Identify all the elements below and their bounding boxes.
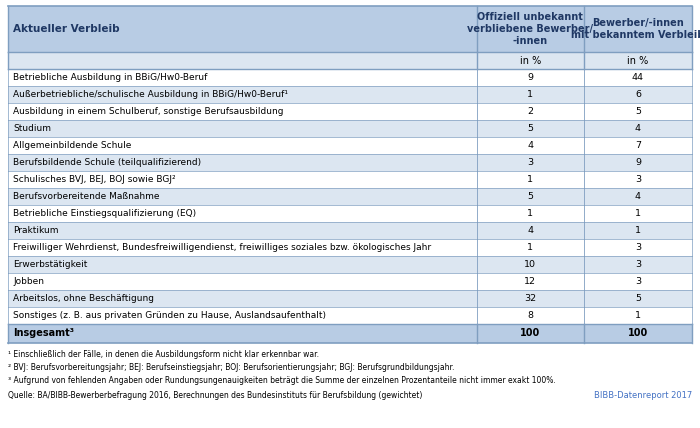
Bar bbox=[8, 324, 692, 343]
Text: 1: 1 bbox=[527, 209, 533, 218]
Bar bbox=[8, 154, 692, 171]
Text: Bewerber/-innen
mit bekanntem Verbleib: Bewerber/-innen mit bekanntem Verbleib bbox=[571, 18, 700, 40]
Text: 100: 100 bbox=[520, 329, 540, 339]
Text: Berufsvorbereitende Maßnahme: Berufsvorbereitende Maßnahme bbox=[13, 192, 160, 201]
Text: BIBB-Datenreport 2017: BIBB-Datenreport 2017 bbox=[594, 391, 692, 400]
Text: Quelle: BA/BIBB-Bewerberbefragung 2016, Berechnungen des Bundesinstituts für Ber: Quelle: BA/BIBB-Bewerberbefragung 2016, … bbox=[8, 391, 422, 400]
Text: 9: 9 bbox=[635, 158, 641, 167]
Text: Ausbildung in einem Schulberuf, sonstige Berufsausbildung: Ausbildung in einem Schulberuf, sonstige… bbox=[13, 107, 284, 116]
Bar bbox=[8, 256, 692, 273]
Text: 5: 5 bbox=[635, 107, 641, 116]
Text: ³ Aufgrund von fehlenden Angaben oder Rundungsungenauigkeiten beträgt die Summe : ³ Aufgrund von fehlenden Angaben oder Ru… bbox=[8, 376, 556, 385]
Text: Freiwilliger Wehrdienst, Bundesfreiwilligendienst, freiwilliges soziales bzw. ök: Freiwilliger Wehrdienst, Bundesfreiwilli… bbox=[13, 243, 431, 252]
Text: Allgemeinbildende Schule: Allgemeinbildende Schule bbox=[13, 141, 132, 150]
Text: 3: 3 bbox=[635, 243, 641, 252]
Text: 1: 1 bbox=[527, 90, 533, 99]
Text: 3: 3 bbox=[635, 260, 641, 269]
Text: 5: 5 bbox=[527, 124, 533, 133]
Bar bbox=[8, 52, 692, 69]
Text: 3: 3 bbox=[635, 277, 641, 286]
Text: 7: 7 bbox=[635, 141, 641, 150]
Text: in %: in % bbox=[519, 56, 541, 65]
Bar bbox=[8, 239, 692, 256]
Bar bbox=[8, 307, 692, 324]
Text: Erwerbstätigkeit: Erwerbstätigkeit bbox=[13, 260, 88, 269]
Text: 1: 1 bbox=[635, 311, 641, 320]
Text: 32: 32 bbox=[524, 294, 536, 303]
Bar bbox=[8, 290, 692, 307]
Text: 5: 5 bbox=[635, 294, 641, 303]
Text: 1: 1 bbox=[635, 226, 641, 235]
Text: 4: 4 bbox=[635, 192, 641, 201]
Text: Insgesamt³: Insgesamt³ bbox=[13, 329, 74, 339]
Text: Praktikum: Praktikum bbox=[13, 226, 59, 235]
Bar bbox=[8, 171, 692, 188]
Text: 1: 1 bbox=[635, 209, 641, 218]
Text: 2: 2 bbox=[527, 107, 533, 116]
Text: 6: 6 bbox=[635, 90, 641, 99]
Bar bbox=[8, 222, 692, 239]
Text: Arbeitslos, ohne Beschäftigung: Arbeitslos, ohne Beschäftigung bbox=[13, 294, 154, 303]
Text: 5: 5 bbox=[527, 192, 533, 201]
Bar bbox=[8, 273, 692, 290]
Text: Betriebliche Ausbildung in BBiG/Hw0-Beruf: Betriebliche Ausbildung in BBiG/Hw0-Beru… bbox=[13, 73, 207, 82]
Text: 4: 4 bbox=[527, 141, 533, 150]
Text: 10: 10 bbox=[524, 260, 536, 269]
Bar bbox=[8, 120, 692, 137]
Bar bbox=[8, 188, 692, 205]
Text: 100: 100 bbox=[628, 329, 648, 339]
Text: 8: 8 bbox=[527, 311, 533, 320]
Text: 44: 44 bbox=[632, 73, 644, 82]
Text: 9: 9 bbox=[527, 73, 533, 82]
Bar bbox=[8, 6, 692, 52]
Text: Betriebliche Einstiegsqualifizierung (EQ): Betriebliche Einstiegsqualifizierung (EQ… bbox=[13, 209, 196, 218]
Text: 1: 1 bbox=[527, 175, 533, 184]
Text: Offiziell unbekannt
verbliebene Bewerber/
-innen: Offiziell unbekannt verbliebene Bewerber… bbox=[467, 12, 593, 46]
Bar bbox=[8, 69, 692, 86]
Bar bbox=[8, 103, 692, 120]
Text: Sonstiges (z. B. aus privaten Gründen zu Hause, Auslandsaufenthalt): Sonstiges (z. B. aus privaten Gründen zu… bbox=[13, 311, 326, 320]
Text: Studium: Studium bbox=[13, 124, 51, 133]
Bar bbox=[8, 205, 692, 222]
Text: Jobben: Jobben bbox=[13, 277, 44, 286]
Text: Schulisches BVJ, BEJ, BOJ sowie BGJ²: Schulisches BVJ, BEJ, BOJ sowie BGJ² bbox=[13, 175, 176, 184]
Text: 3: 3 bbox=[527, 158, 533, 167]
Text: Außerbetriebliche/schulische Ausbildung in BBiG/Hw0-Beruf¹: Außerbetriebliche/schulische Ausbildung … bbox=[13, 90, 288, 99]
Text: 3: 3 bbox=[635, 175, 641, 184]
Text: ² BVJ: Berufsvorbereitungsjahr; BEJ: Berufseinstiegsjahr; BOJ: Berufsorientierun: ² BVJ: Berufsvorbereitungsjahr; BEJ: Ber… bbox=[8, 363, 454, 372]
Text: in %: in % bbox=[627, 56, 649, 65]
Bar bbox=[8, 137, 692, 154]
Text: 4: 4 bbox=[635, 124, 641, 133]
Bar bbox=[8, 86, 692, 103]
Text: Aktueller Verbleib: Aktueller Verbleib bbox=[13, 24, 120, 34]
Text: Berufsbildende Schule (teilqualifizierend): Berufsbildende Schule (teilqualifizieren… bbox=[13, 158, 201, 167]
Text: ¹ Einschließlich der Fälle, in denen die Ausbildungsform nicht klar erkennbar wa: ¹ Einschließlich der Fälle, in denen die… bbox=[8, 350, 319, 359]
Text: 1: 1 bbox=[527, 243, 533, 252]
Text: 4: 4 bbox=[527, 226, 533, 235]
Text: 12: 12 bbox=[524, 277, 536, 286]
